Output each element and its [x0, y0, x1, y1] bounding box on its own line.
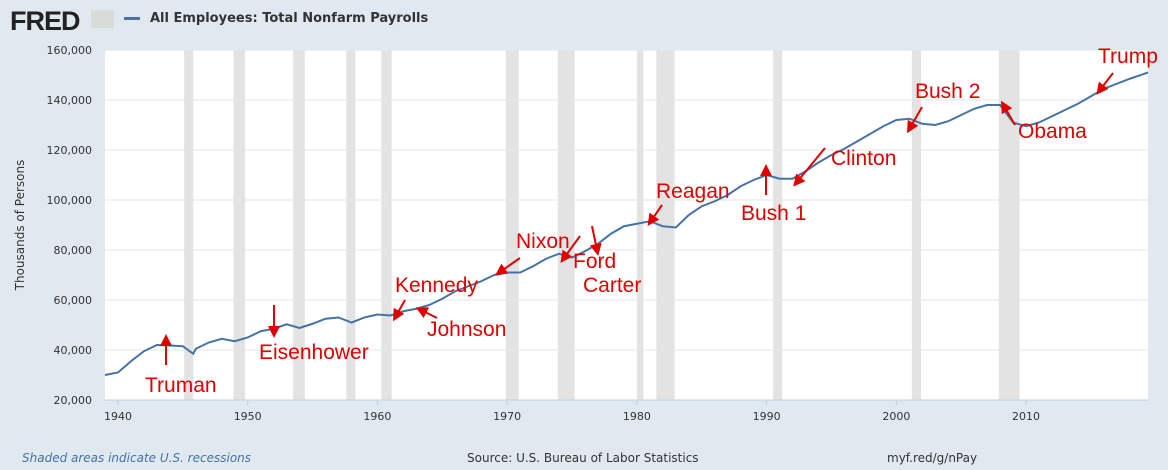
legend-label: All Employees: Total Nonfarm Payrolls [150, 11, 429, 26]
annotation-label: Nixon [516, 230, 570, 253]
recession-note: Shaded areas indicate U.S. recessions [22, 451, 252, 465]
annotation-arrow [560, 235, 581, 263]
recession-band [656, 50, 675, 400]
annotation-arrow [793, 147, 826, 187]
legend-swatch [124, 17, 140, 20]
y-tick-label: 80,000 [54, 244, 93, 257]
short-link[interactable]: myf.red/g/nPay [887, 451, 978, 465]
recession-band [381, 50, 392, 400]
recession-band [557, 50, 575, 400]
annotation-arrow [1096, 72, 1114, 95]
recession-band [184, 50, 194, 400]
y-tick-label: 100,000 [47, 194, 93, 207]
annotation-arrow [907, 106, 923, 134]
y-axis-label: Thousands of Persons [13, 160, 27, 292]
annotation-label: Trump [1098, 45, 1158, 68]
x-tick-label: 1950 [234, 410, 262, 423]
x-tick-label: 1980 [623, 410, 651, 423]
y-tick-label: 20,000 [54, 394, 93, 407]
x-tick-label: 2000 [882, 410, 910, 423]
annotation-label: Carter [583, 274, 641, 297]
y-tick-label: 40,000 [54, 344, 93, 357]
recession-band [998, 50, 1020, 400]
recession-band [233, 50, 246, 400]
legend: All Employees: Total Nonfarm Payrolls [124, 11, 428, 26]
y-tick-label: 60,000 [54, 294, 93, 307]
annotation-arrow [1000, 100, 1016, 126]
annotation-label: Truman [145, 374, 217, 397]
x-tick-label: 1970 [493, 410, 521, 423]
fred-logo[interactable]: FRED [10, 6, 80, 36]
annotation-label: Kennedy [395, 274, 478, 297]
recession-band [346, 50, 356, 400]
y-tick-label: 140,000 [47, 94, 93, 107]
annotation-arrow [495, 257, 521, 276]
series-line [104, 71, 1149, 376]
recession-band [911, 50, 921, 400]
annotation-label: Johnson [427, 318, 506, 341]
y-tick-label: 160,000 [47, 44, 93, 57]
x-tick-label: 2010 [1012, 410, 1040, 423]
annotation-label: Ford [573, 250, 616, 273]
annotation-arrow [647, 204, 663, 226]
recession-band [293, 50, 305, 400]
annotation-label: Bush 1 [741, 202, 806, 225]
annotation-arrow [415, 307, 438, 319]
x-tick-label: 1940 [104, 410, 132, 423]
annotation-label: Clinton [831, 147, 896, 170]
recession-band [636, 50, 644, 400]
annotation-label: Obama [1018, 120, 1087, 143]
x-tick-label: 1990 [753, 410, 781, 423]
annotation-arrow [393, 299, 406, 322]
y-tick-label: 120,000 [47, 144, 93, 157]
fred-chart-icon [91, 10, 114, 28]
annotation-arrow [589, 225, 602, 256]
annotation-label: Eisenhower [259, 341, 369, 364]
source-text: Source: U.S. Bureau of Labor Statistics [467, 451, 699, 465]
recession-band [505, 50, 519, 400]
x-tick-label: 1960 [363, 410, 391, 423]
annotation-label: Bush 2 [915, 80, 980, 103]
annotation-label: Reagan [656, 180, 730, 203]
recession-band [773, 50, 783, 400]
